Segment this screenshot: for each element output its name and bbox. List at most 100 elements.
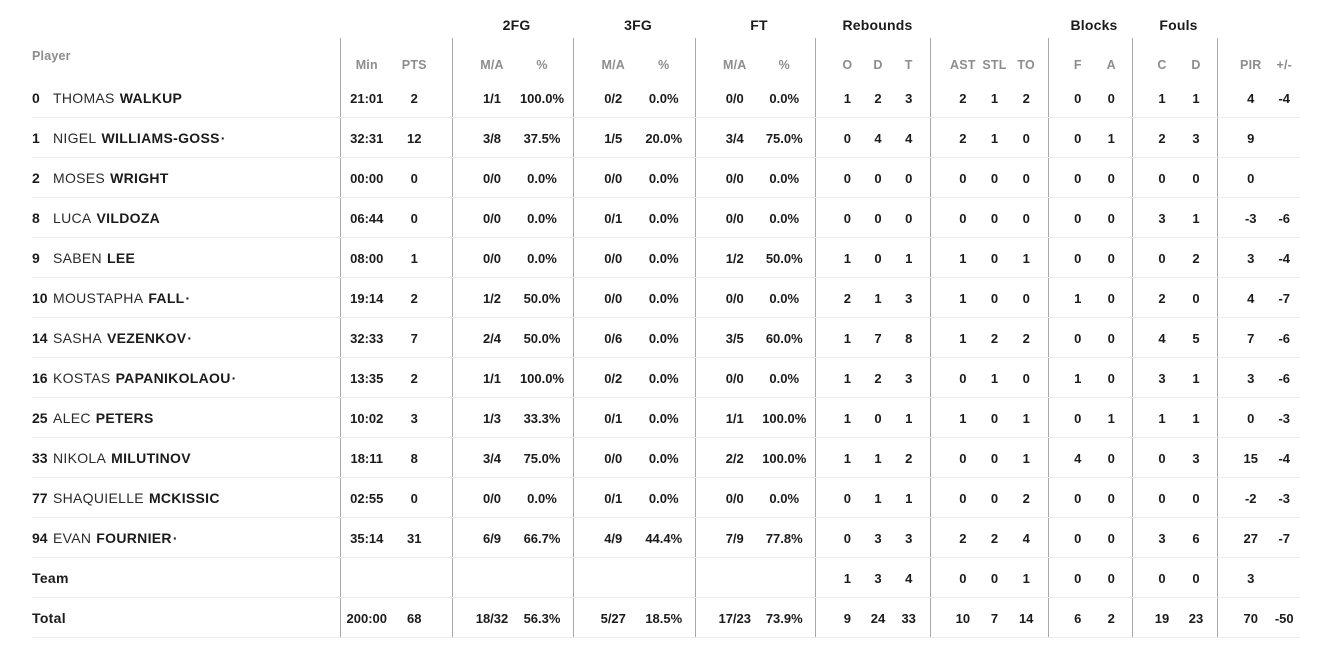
fg3-made-attempted-value: 0/2	[604, 370, 623, 386]
pir-plusminus-cell: -3 -6	[1217, 198, 1339, 238]
player-cell[interactable]: 14 SASHA VEZENKOV ·	[0, 318, 340, 358]
pir-plusminus-cell: 4 -7	[1217, 278, 1339, 318]
ft-percent-value: 100.0%	[762, 410, 807, 426]
blocks-against-value: 0	[1107, 290, 1115, 306]
fouls-column-headers: C D	[1132, 38, 1217, 78]
blocks-against-value: 0	[1107, 330, 1115, 346]
total-rebounds-value: 3	[905, 530, 913, 546]
pir-value: -2	[1244, 490, 1257, 506]
player-cell[interactable]: Team	[0, 558, 340, 598]
fg2-percent-value: 0.0%	[527, 250, 557, 266]
player-last-name: WILLIAMS-GOSS	[101, 130, 220, 146]
minutes-value: 32:33	[350, 330, 384, 346]
fouls-cell: 2 3	[1132, 118, 1217, 158]
turnovers-value: 14	[1018, 610, 1034, 626]
fouls-drawn-value: 0	[1192, 570, 1200, 586]
fg2-percent-value: 75.0%	[523, 450, 561, 466]
assists-value: 1	[959, 290, 967, 306]
fg2-made-attempted-value: 3/8	[482, 130, 502, 146]
rebounds-cell: 0 4 4	[815, 118, 930, 158]
blocks-against-value: 0	[1107, 530, 1115, 546]
fg3-column-headers: M/A %	[573, 38, 695, 78]
player-last-name: MCKISSIC	[148, 490, 220, 506]
plusminus-header-label: +/-	[1276, 58, 1293, 72]
pir-value: 0	[1247, 410, 1255, 426]
fg3-percent-value: 0.0%	[648, 490, 679, 506]
points-value: 68	[407, 610, 422, 626]
pts-header-label: PTS	[401, 58, 427, 72]
steals-value: 1	[990, 370, 999, 386]
fg3-cell	[573, 558, 695, 598]
fouls-cell: 0 0	[1132, 558, 1217, 598]
plusminus-value: -7	[1278, 290, 1291, 306]
fg2-cell: 6/9 66.7%	[452, 518, 573, 558]
player-cell[interactable]: 10 MOUSTAPHA FALL ·	[0, 278, 340, 318]
player-cell[interactable]: Total	[0, 598, 340, 638]
starter-dot: ·	[220, 130, 226, 146]
rebounds-cell: 2 1 3	[815, 278, 930, 318]
player-last-name: WRIGHT	[110, 170, 169, 186]
player-cell[interactable]: 77 SHAQUIELLE MCKISSIC	[0, 478, 340, 518]
group-header-rebounds: Rebounds	[815, 12, 930, 38]
player-cell[interactable]: 9 SABEN LEE	[0, 238, 340, 278]
player-number: 9	[32, 250, 40, 266]
player-cell[interactable]: 1 NIGEL WILLIAMS-GOSS ·	[0, 118, 340, 158]
player-first-name: THOMAS	[53, 90, 115, 106]
table-row: 2 MOSES WRIGHT 00:00 0 0/0 0.0% 0/0 0.0% 0…	[0, 158, 1339, 198]
blocks-favour-value: 0	[1074, 210, 1082, 226]
points-value: 0	[410, 210, 418, 226]
player-cell[interactable]: 2 MOSES WRIGHT	[0, 158, 340, 198]
assists-value: 0	[959, 170, 967, 186]
fg2-cell: 1/1 100.0%	[452, 78, 573, 118]
assists-value: 0	[959, 370, 967, 386]
defensive-rebounds-value: 3	[874, 530, 882, 546]
player-cell[interactable]: 94 EVAN FOURNIER ·	[0, 518, 340, 558]
turnovers-value: 4	[1022, 530, 1030, 546]
min-pts-cell: 10:02 3	[340, 398, 452, 438]
player-first-name: SHAQUIELLE	[53, 490, 144, 506]
minutes-value: 08:00	[350, 250, 384, 266]
min-pts-cell: 00:00 0	[340, 158, 452, 198]
fouls-drawn-header-label: D	[1191, 58, 1201, 72]
steals-value: 0	[990, 450, 999, 466]
defensive-rebounds-value: 2	[874, 90, 882, 106]
ft-made-attempted-value: 3/5	[725, 330, 744, 346]
player-rows: 0 THOMAS WALKUP 21:01 2 1/1 100.0% 0/2 0.0…	[0, 78, 1339, 638]
blocks-against-value: 1	[1107, 130, 1115, 146]
pir-value: 15	[1243, 450, 1258, 466]
player-cell[interactable]: 16 KOSTAS PAPANIKOLAOU ·	[0, 358, 340, 398]
fg3-cell: 4/9 44.4%	[573, 518, 695, 558]
fg2-made-attempted-value: 1/1	[482, 90, 502, 106]
reb-offensive-header-label: O	[842, 58, 853, 72]
total-rebounds-value: 3	[905, 290, 913, 306]
total-rebounds-value: 4	[905, 570, 913, 586]
player-first-name: EVAN	[53, 530, 92, 546]
group-header-ft: FT	[695, 12, 815, 38]
fg3-cell: 0/0 0.0%	[573, 438, 695, 478]
player-cell[interactable]: 25 ALEC PETERS	[0, 398, 340, 438]
player-cell[interactable]: 0 THOMAS WALKUP	[0, 78, 340, 118]
fg3-cell: 0/6 0.0%	[573, 318, 695, 358]
rebounds-cell: 0 0 0	[815, 198, 930, 238]
fouls-cell: 1 1	[1132, 78, 1217, 118]
turnovers-value: 1	[1022, 450, 1030, 466]
minutes-value: 21:01	[350, 90, 384, 106]
table-row: 33 NIKOLA MILUTINOV 18:11 8 3/4 75.0% 0/0 …	[0, 438, 1339, 478]
player-cell[interactable]: 33 NIKOLA MILUTINOV	[0, 438, 340, 478]
offensive-rebounds-value: 0	[843, 170, 851, 186]
turnovers-value: 1	[1022, 410, 1030, 426]
defensive-rebounds-value: 0	[874, 170, 882, 186]
fouls-cell: 0 0	[1132, 158, 1217, 198]
blocks-against-value: 0	[1107, 370, 1115, 386]
ft-made-attempted-value: 0/0	[725, 170, 744, 186]
fouls-committed-value: 0	[1158, 450, 1166, 466]
pir-value: -3	[1244, 210, 1257, 226]
fg3-cell: 0/0 0.0%	[573, 238, 695, 278]
blocks-favour-value: 1	[1074, 370, 1082, 386]
plusminus-value: -4	[1278, 450, 1291, 466]
blocks-favour-value: 0	[1074, 490, 1082, 506]
turnovers-value: 0	[1022, 130, 1030, 146]
ast-stl-to-cell: 1 0 0	[930, 278, 1048, 318]
plusminus-value: -4	[1278, 250, 1291, 266]
player-cell[interactable]: 8 LUCA VILDOZA	[0, 198, 340, 238]
